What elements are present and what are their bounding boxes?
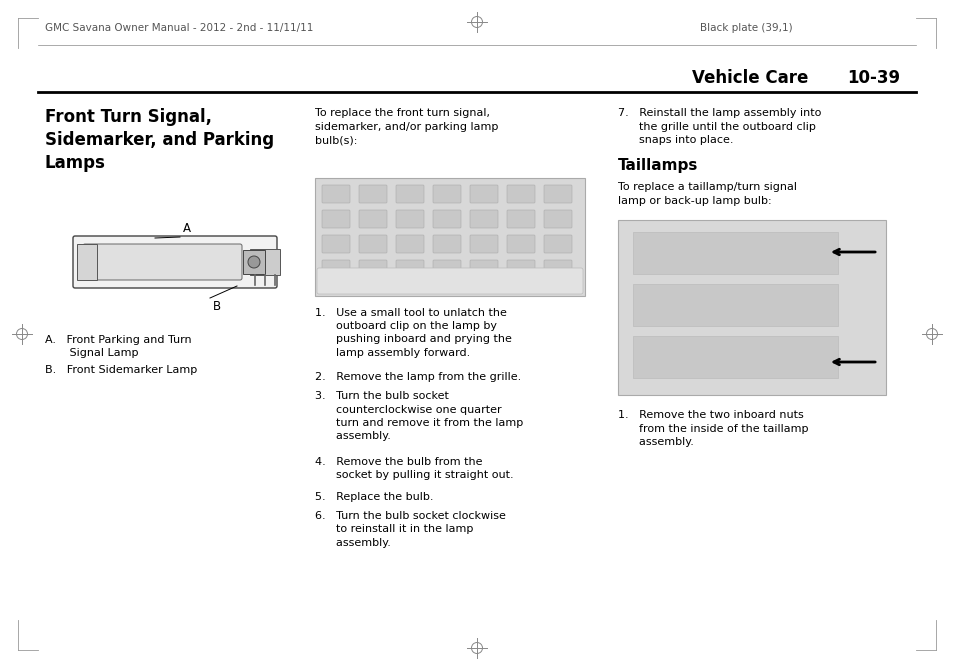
FancyBboxPatch shape	[506, 185, 535, 203]
FancyBboxPatch shape	[83, 244, 242, 280]
Text: Front Turn Signal,
Sidemarker, and Parking
Lamps: Front Turn Signal, Sidemarker, and Parki…	[45, 108, 274, 172]
Text: To replace the front turn signal,
sidemarker, and/or parking lamp
bulb(s):: To replace the front turn signal, sidema…	[314, 108, 497, 145]
FancyBboxPatch shape	[395, 185, 423, 203]
FancyBboxPatch shape	[433, 260, 460, 278]
Bar	[633, 336, 837, 378]
FancyBboxPatch shape	[316, 268, 582, 294]
Text: Vehicle Care: Vehicle Care	[691, 69, 807, 87]
Text: GMC Savana Owner Manual - 2012 - 2nd - 11/11/11: GMC Savana Owner Manual - 2012 - 2nd - 1…	[45, 23, 313, 33]
Text: Taillamps: Taillamps	[618, 158, 698, 173]
Text: 4.   Remove the bulb from the
      socket by pulling it straight out.: 4. Remove the bulb from the socket by pu…	[314, 457, 513, 480]
FancyBboxPatch shape	[543, 185, 572, 203]
FancyBboxPatch shape	[433, 210, 460, 228]
Text: B.   Front Sidemarker Lamp: B. Front Sidemarker Lamp	[45, 365, 197, 375]
FancyBboxPatch shape	[543, 210, 572, 228]
FancyBboxPatch shape	[506, 235, 535, 253]
FancyBboxPatch shape	[322, 260, 350, 278]
FancyBboxPatch shape	[506, 210, 535, 228]
Text: A: A	[183, 222, 191, 235]
Text: 3.   Turn the bulb socket
      counterclockwise one quarter
      turn and remo: 3. Turn the bulb socket counterclockwise…	[314, 391, 522, 441]
FancyBboxPatch shape	[470, 185, 497, 203]
Text: 10-39: 10-39	[846, 69, 899, 87]
FancyBboxPatch shape	[322, 185, 350, 203]
FancyBboxPatch shape	[322, 235, 350, 253]
FancyBboxPatch shape	[506, 260, 535, 278]
FancyBboxPatch shape	[543, 260, 572, 278]
FancyBboxPatch shape	[73, 236, 276, 288]
Text: To replace a taillamp/turn signal
lamp or back-up lamp bulb:: To replace a taillamp/turn signal lamp o…	[618, 182, 796, 206]
Text: Black plate (39,1): Black plate (39,1)	[700, 23, 792, 33]
FancyBboxPatch shape	[543, 235, 572, 253]
FancyBboxPatch shape	[395, 210, 423, 228]
FancyBboxPatch shape	[433, 235, 460, 253]
Text: B: B	[213, 300, 221, 313]
Circle shape	[248, 256, 260, 268]
FancyBboxPatch shape	[395, 235, 423, 253]
Text: 5.   Replace the bulb.: 5. Replace the bulb.	[314, 492, 433, 502]
Text: A.   Front Parking and Turn
       Signal Lamp: A. Front Parking and Turn Signal Lamp	[45, 335, 192, 358]
Bar	[314, 178, 584, 296]
FancyBboxPatch shape	[358, 185, 387, 203]
FancyBboxPatch shape	[358, 210, 387, 228]
Bar	[633, 232, 837, 274]
Text: 1.   Use a small tool to unlatch the
      outboard clip on the lamp by
      pu: 1. Use a small tool to unlatch the outbo…	[314, 308, 512, 357]
Bar	[250, 249, 280, 275]
FancyBboxPatch shape	[322, 210, 350, 228]
Text: 6.   Turn the bulb socket clockwise
      to reinstall it in the lamp
      asse: 6. Turn the bulb socket clockwise to rei…	[314, 511, 505, 548]
FancyBboxPatch shape	[433, 185, 460, 203]
FancyBboxPatch shape	[395, 260, 423, 278]
FancyBboxPatch shape	[470, 235, 497, 253]
FancyBboxPatch shape	[358, 235, 387, 253]
Bar	[77, 244, 97, 280]
FancyBboxPatch shape	[470, 260, 497, 278]
FancyBboxPatch shape	[358, 260, 387, 278]
Text: 1.   Remove the two inboard nuts
      from the inside of the taillamp
      ass: 1. Remove the two inboard nuts from the …	[618, 410, 807, 447]
Bar	[243, 250, 265, 274]
Bar	[618, 220, 885, 395]
Text: 2.   Remove the lamp from the grille.: 2. Remove the lamp from the grille.	[314, 372, 520, 382]
Text: 7.   Reinstall the lamp assembly into
      the grille until the outboard clip
 : 7. Reinstall the lamp assembly into the …	[618, 108, 821, 145]
Bar	[633, 284, 837, 326]
FancyBboxPatch shape	[470, 210, 497, 228]
